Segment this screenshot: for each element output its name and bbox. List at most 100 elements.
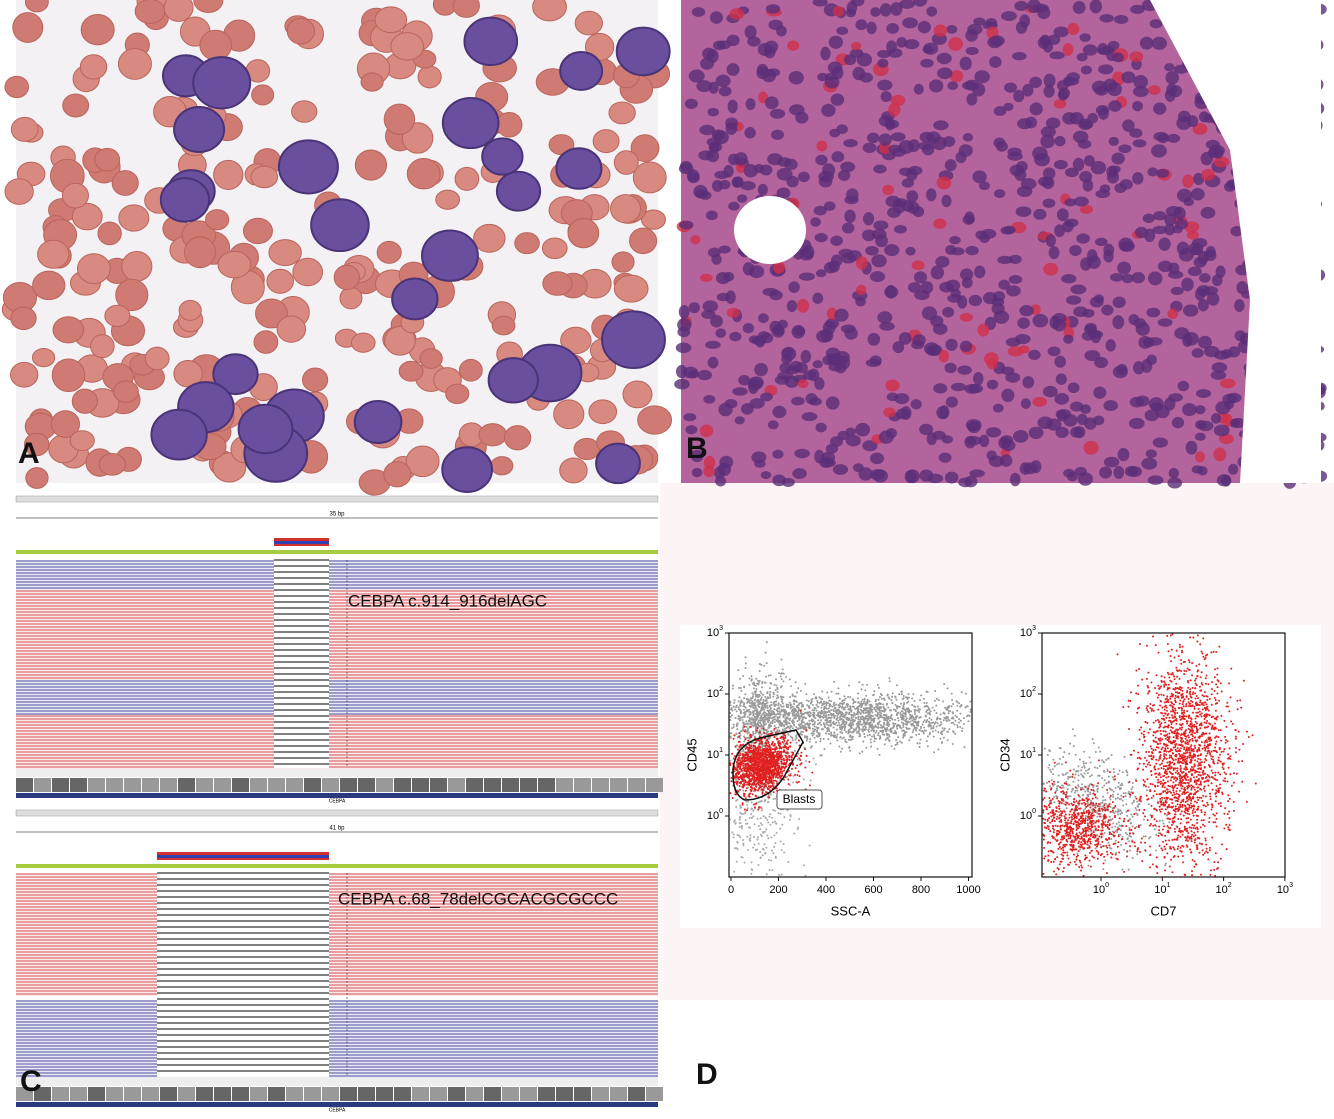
event [876,683,879,686]
read [16,1033,658,1036]
nucleus [1182,304,1199,317]
nucleus [756,63,769,76]
event [838,724,841,727]
nucleus [1114,183,1127,194]
event [892,722,895,725]
event [838,726,841,729]
nucleus [1103,400,1119,412]
event [758,670,761,673]
event [798,817,801,820]
event [774,842,777,845]
event [865,746,868,749]
event [823,702,826,705]
event [841,705,844,708]
nucleus [912,206,925,218]
event [941,727,944,730]
event [961,729,964,732]
event [781,741,784,744]
event [852,705,855,708]
read [16,757,658,760]
blast-cell [495,170,542,212]
red-cell [559,457,588,484]
event [815,709,818,712]
event [837,692,840,695]
read [16,730,658,733]
nucleus [1167,270,1184,279]
event [792,711,795,714]
event [819,740,822,743]
event [882,703,885,706]
read [16,680,658,683]
read [16,978,658,981]
codon [106,778,123,792]
event [809,779,812,782]
event [787,703,790,706]
nucleus [757,183,768,196]
nucleus [1117,261,1132,275]
event [776,688,779,691]
event [832,720,835,723]
event [740,827,743,830]
event [798,723,801,726]
event [735,710,738,713]
event [776,776,779,779]
nucleus [950,70,964,83]
read [16,707,658,710]
red-cell [398,360,424,382]
nucleus [989,35,1005,47]
event [788,745,791,748]
red-cell [213,159,244,190]
event [810,700,813,703]
read [16,724,658,727]
event [769,707,772,710]
nucleus [815,269,827,278]
nucleus [787,40,800,51]
event [807,724,810,727]
nucleus [933,24,948,37]
read [16,1054,658,1057]
nucleus [699,190,712,200]
event [871,728,874,731]
event [849,709,852,712]
event [752,815,755,818]
event [898,693,901,696]
nucleus [828,35,843,49]
event [923,719,926,722]
event [881,729,884,732]
nucleus [1192,123,1208,135]
nucleus [941,194,952,208]
event [938,724,941,727]
event [750,801,753,804]
red-cell [276,315,307,343]
nucleus [1069,245,1082,256]
event [766,691,769,694]
event [760,809,763,812]
event [770,711,773,714]
event [926,735,929,738]
read [16,912,658,915]
read [16,626,658,629]
event [793,832,796,835]
event [967,714,970,717]
nucleus [917,20,931,34]
nucleus [1174,218,1189,230]
event [867,722,870,725]
event [773,809,776,812]
event [863,698,866,701]
event [838,697,841,700]
nucleus [901,178,914,188]
event [779,703,782,706]
red-cell [97,221,122,246]
event [745,697,748,700]
codon [484,778,501,792]
event [952,731,955,734]
nucleus [946,25,958,34]
read [16,957,658,960]
event [762,729,765,732]
codon [646,1087,663,1101]
nucleus [884,243,900,257]
codon [610,1087,627,1101]
event [762,815,765,818]
event [791,739,794,742]
event [832,712,835,715]
